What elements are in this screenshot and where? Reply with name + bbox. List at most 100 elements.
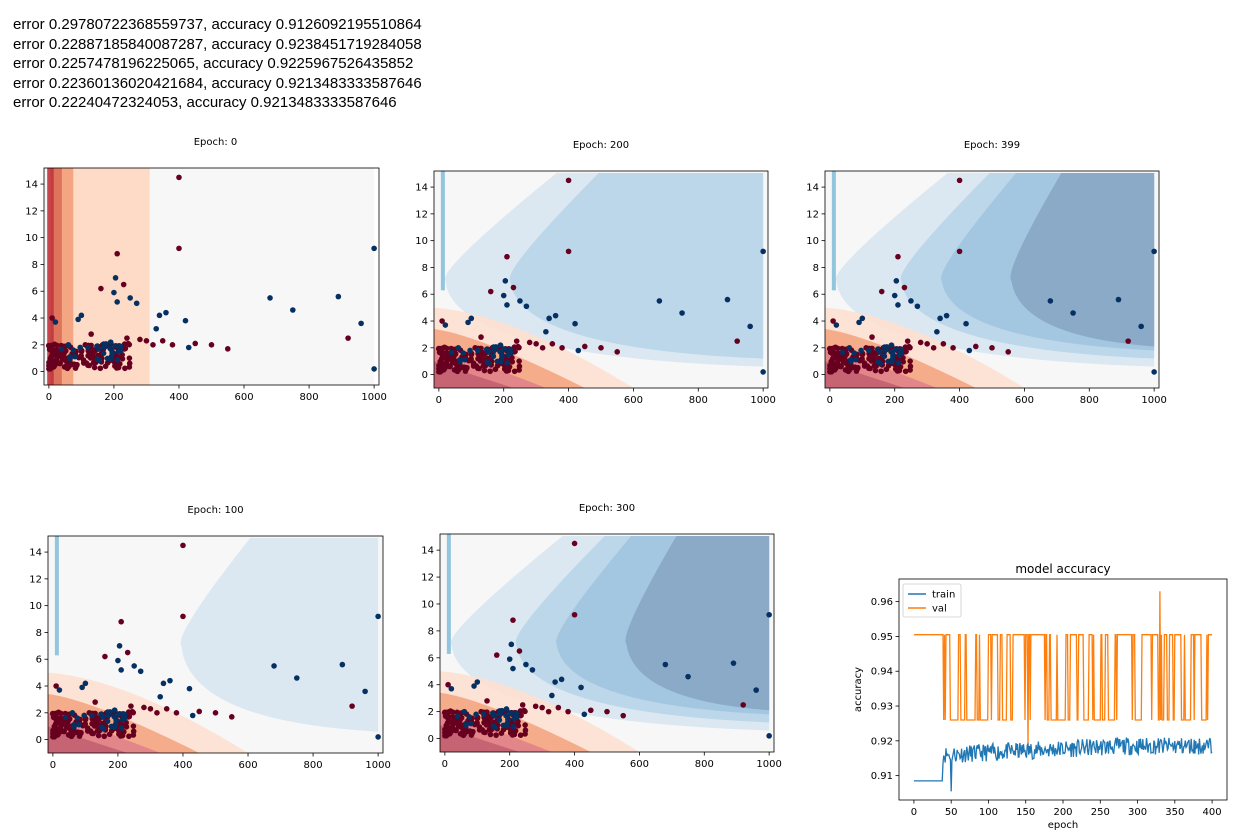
x-axis-label: epoch: [1048, 820, 1078, 831]
scatter-point: [503, 723, 510, 729]
scatter-point: [465, 319, 471, 326]
scatter-point: [115, 657, 121, 664]
scatter-point: [468, 720, 474, 727]
y-tick-label: 12: [415, 209, 428, 220]
scatter-point: [56, 687, 63, 693]
y-tick-label: 0: [813, 370, 819, 381]
scatter-point: [545, 708, 552, 715]
scatter-point: [121, 341, 128, 347]
y-tick-label: 0.92: [871, 736, 893, 747]
scatter-point: [290, 307, 296, 313]
scatter-point: [856, 319, 862, 326]
scatter-point: [102, 363, 109, 370]
y-tick-label: 0.94: [871, 667, 893, 678]
x-tick-label: 250: [1091, 807, 1110, 818]
scatter-point: [53, 683, 59, 689]
scatter-point: [848, 358, 854, 365]
scatter-point: [533, 340, 539, 347]
y-tick-label: 0: [428, 734, 434, 745]
scatter-point: [838, 363, 844, 369]
scatter-point: [513, 338, 520, 344]
scatter-point: [888, 359, 895, 365]
scatter-point: [898, 346, 905, 352]
scatter-point: [95, 732, 102, 739]
axes-frame: [433, 170, 769, 389]
scatter-point: [122, 365, 128, 372]
log-line: error 0.2257478196225065, accuracy 0.922…: [13, 55, 414, 72]
scatter-point: [522, 731, 528, 737]
scatter-point: [467, 347, 473, 354]
scatter-point: [439, 318, 445, 324]
scatter-point: [895, 360, 902, 366]
accuracy-chart: 0 50 100 150 200 250 300 350 400 0.91 0.92 0.93 0.94…: [853, 562, 1228, 831]
scatter-point: [480, 363, 487, 369]
x-tick-label: 400: [559, 395, 578, 406]
scatter-point: [966, 347, 973, 354]
scatter-point: [462, 356, 468, 363]
scatter-point: [888, 342, 895, 348]
scatter-point: [81, 712, 87, 719]
scatter-point: [173, 710, 180, 716]
scatter-point: [484, 359, 491, 365]
scatter-point: [510, 617, 516, 623]
contour-band: [1010, 173, 1155, 347]
scatter-point: [502, 278, 509, 284]
scatter-point: [112, 724, 118, 730]
y-tick-label: 8: [36, 628, 42, 639]
scatter-point: [656, 298, 663, 304]
scatter-point: [335, 293, 342, 300]
scatter-point: [522, 722, 528, 728]
scatter-point: [100, 350, 107, 357]
y-tick-label: 6: [422, 290, 428, 301]
scatter-point: [504, 360, 511, 366]
scatter-point: [267, 295, 273, 301]
scatter-point: [196, 708, 203, 715]
y-tick-label: 10: [421, 599, 434, 610]
scatter-point: [740, 702, 746, 708]
scatter-point: [154, 710, 160, 716]
y-tick-label: 4: [422, 317, 428, 328]
scatter-point: [523, 303, 530, 310]
scatter-point: [180, 542, 186, 549]
y-tick-label: 14: [25, 180, 38, 191]
scatter-point: [71, 723, 77, 730]
x-tick-label: 800: [300, 392, 319, 403]
y-tick-label: 2: [422, 343, 428, 354]
scatter-point: [115, 348, 122, 355]
scatter-point: [75, 316, 81, 323]
scatter-point: [893, 278, 900, 284]
scatter-point: [845, 364, 852, 370]
scatter-point: [989, 345, 995, 351]
contour-band: [47, 168, 54, 385]
scatter-point: [131, 663, 137, 669]
scatter-point: [169, 342, 176, 348]
scatter-point: [109, 350, 115, 356]
chart-title: Epoch: 100: [187, 505, 243, 516]
scatter-point: [517, 732, 524, 739]
x-tick-label: 0: [436, 395, 442, 406]
scatter-point: [72, 353, 78, 360]
scatter-point: [98, 724, 105, 730]
scatter-point: [102, 653, 108, 660]
scatter-point: [828, 349, 834, 356]
scatter-point: [871, 363, 878, 369]
scatter-point: [349, 703, 355, 709]
scatter-point: [453, 727, 459, 733]
scatter-point: [492, 366, 499, 373]
scatter-point: [455, 345, 462, 351]
y-tick-label: 8: [813, 263, 819, 274]
chart-title: Epoch: 300: [579, 503, 635, 514]
scatter-point: [875, 359, 882, 365]
scatter-point: [881, 353, 888, 360]
scatter-point: [924, 340, 930, 347]
scatter-point: [98, 285, 104, 292]
scatter-point: [831, 345, 837, 352]
scatter-point: [730, 660, 737, 666]
scatter-point: [505, 716, 511, 723]
y-tick-label: 14: [806, 183, 819, 194]
contour-band: [825, 361, 905, 388]
scatter-point: [54, 342, 60, 349]
x-tick-label: 0: [911, 807, 917, 818]
y-tick-label: 2: [36, 708, 42, 719]
scatter-point: [679, 310, 685, 316]
